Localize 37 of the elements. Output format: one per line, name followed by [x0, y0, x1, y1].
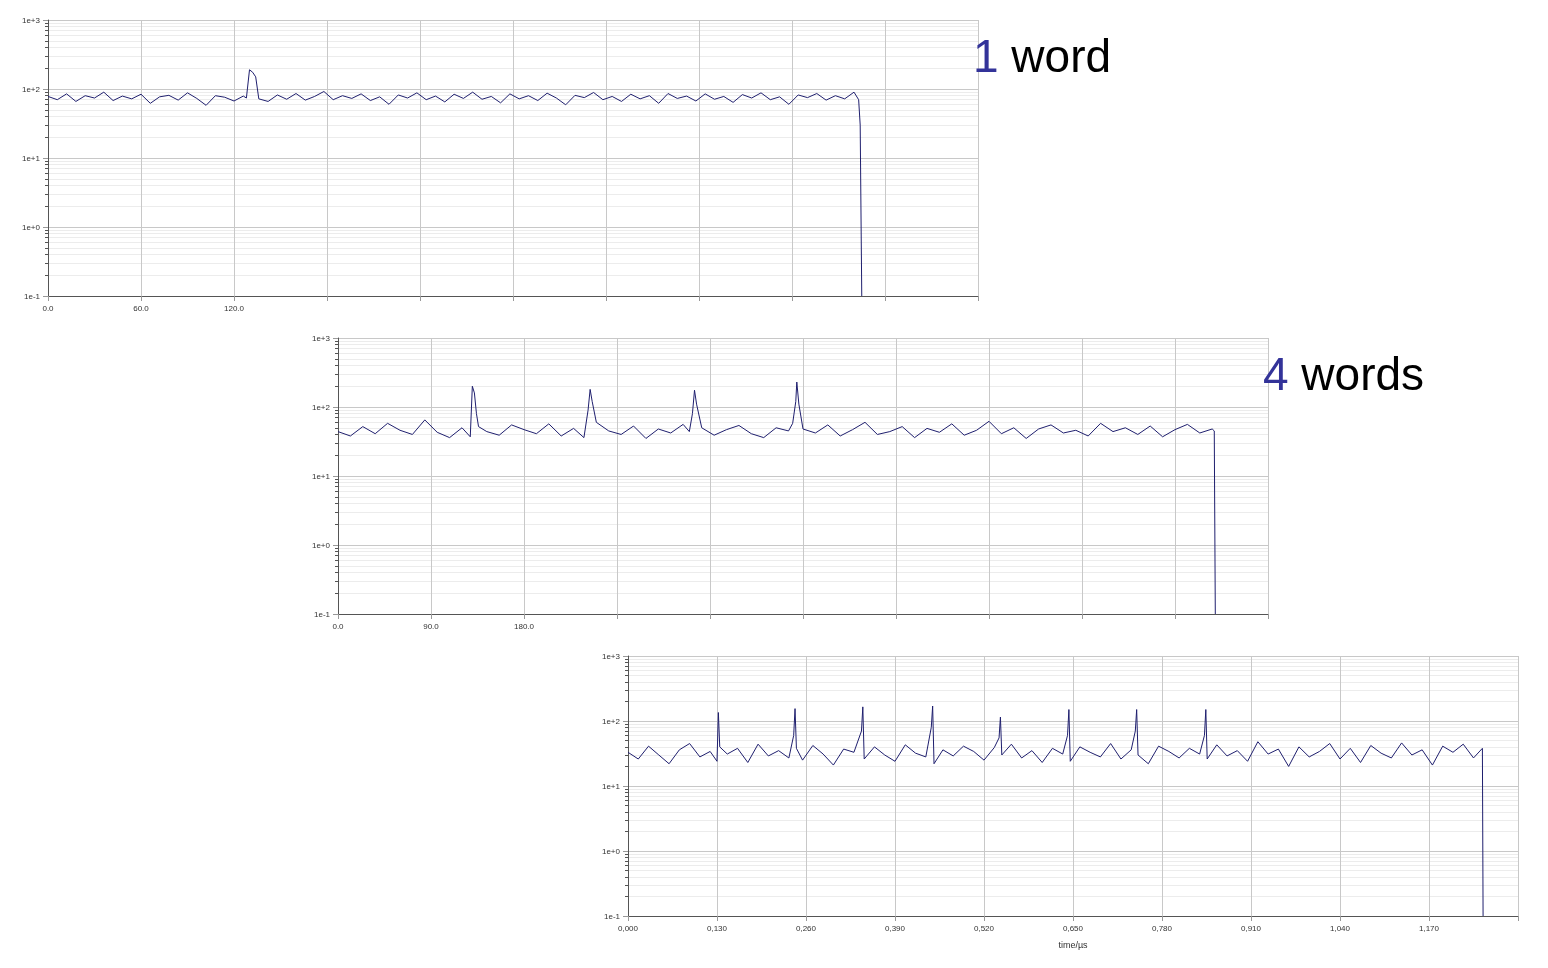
- y-tick-label: 1e-1: [603, 911, 621, 921]
- x-tick-label: 0.0: [42, 303, 55, 313]
- x-tick-label: 0,520: [973, 923, 995, 933]
- y-tick-label: 1e+1: [21, 153, 41, 163]
- x-tick-label: 120.0: [223, 303, 245, 313]
- x-tick-label: 0,910: [1240, 923, 1262, 933]
- y-tick-label: 1e-1: [23, 291, 41, 301]
- y-tick-label: 1e+2: [21, 84, 41, 94]
- x-tick-label: 0,260: [795, 923, 817, 933]
- x-tick-label: 60.0: [133, 303, 150, 313]
- line-series: [627, 705, 1484, 917]
- y-tick-label: 1e+3: [21, 15, 41, 25]
- x-tick-label: 0.0: [332, 621, 345, 631]
- x-tick-label: 0,780: [1151, 923, 1173, 933]
- y-tick-label: 1e+0: [21, 222, 41, 232]
- line-series: [47, 69, 863, 297]
- y-tick-label: 1e+2: [601, 716, 621, 726]
- x-tick-label: 1,170: [1418, 923, 1440, 933]
- chart-title: 4 words: [1263, 348, 1425, 400]
- y-tick-label: 1e-1: [313, 609, 331, 619]
- x-tick-label: 0,390: [884, 923, 906, 933]
- y-tick-label: 1e+2: [311, 402, 331, 412]
- y-tick-label: 1e+3: [311, 333, 331, 343]
- line-series: [337, 381, 1216, 615]
- y-tick-label: 1e+1: [601, 781, 621, 791]
- x-tick-label: 0,650: [1062, 923, 1084, 933]
- y-tick-label: 1e+0: [601, 846, 621, 856]
- x-tick-label: 0,130: [706, 923, 728, 933]
- x-tick-label: 90.0: [423, 621, 440, 631]
- x-tick-label: 1,040: [1329, 923, 1351, 933]
- chart-title: 1 word: [973, 30, 1112, 82]
- x-tick-label: 180.0: [513, 621, 535, 631]
- x-tick-label: 0,000: [617, 923, 639, 933]
- y-tick-label: 1e+1: [311, 471, 331, 481]
- y-tick-label: 1e+0: [311, 540, 331, 550]
- x-axis-title: time/µs: [1058, 939, 1089, 950]
- y-tick-label: 1e+3: [601, 651, 621, 661]
